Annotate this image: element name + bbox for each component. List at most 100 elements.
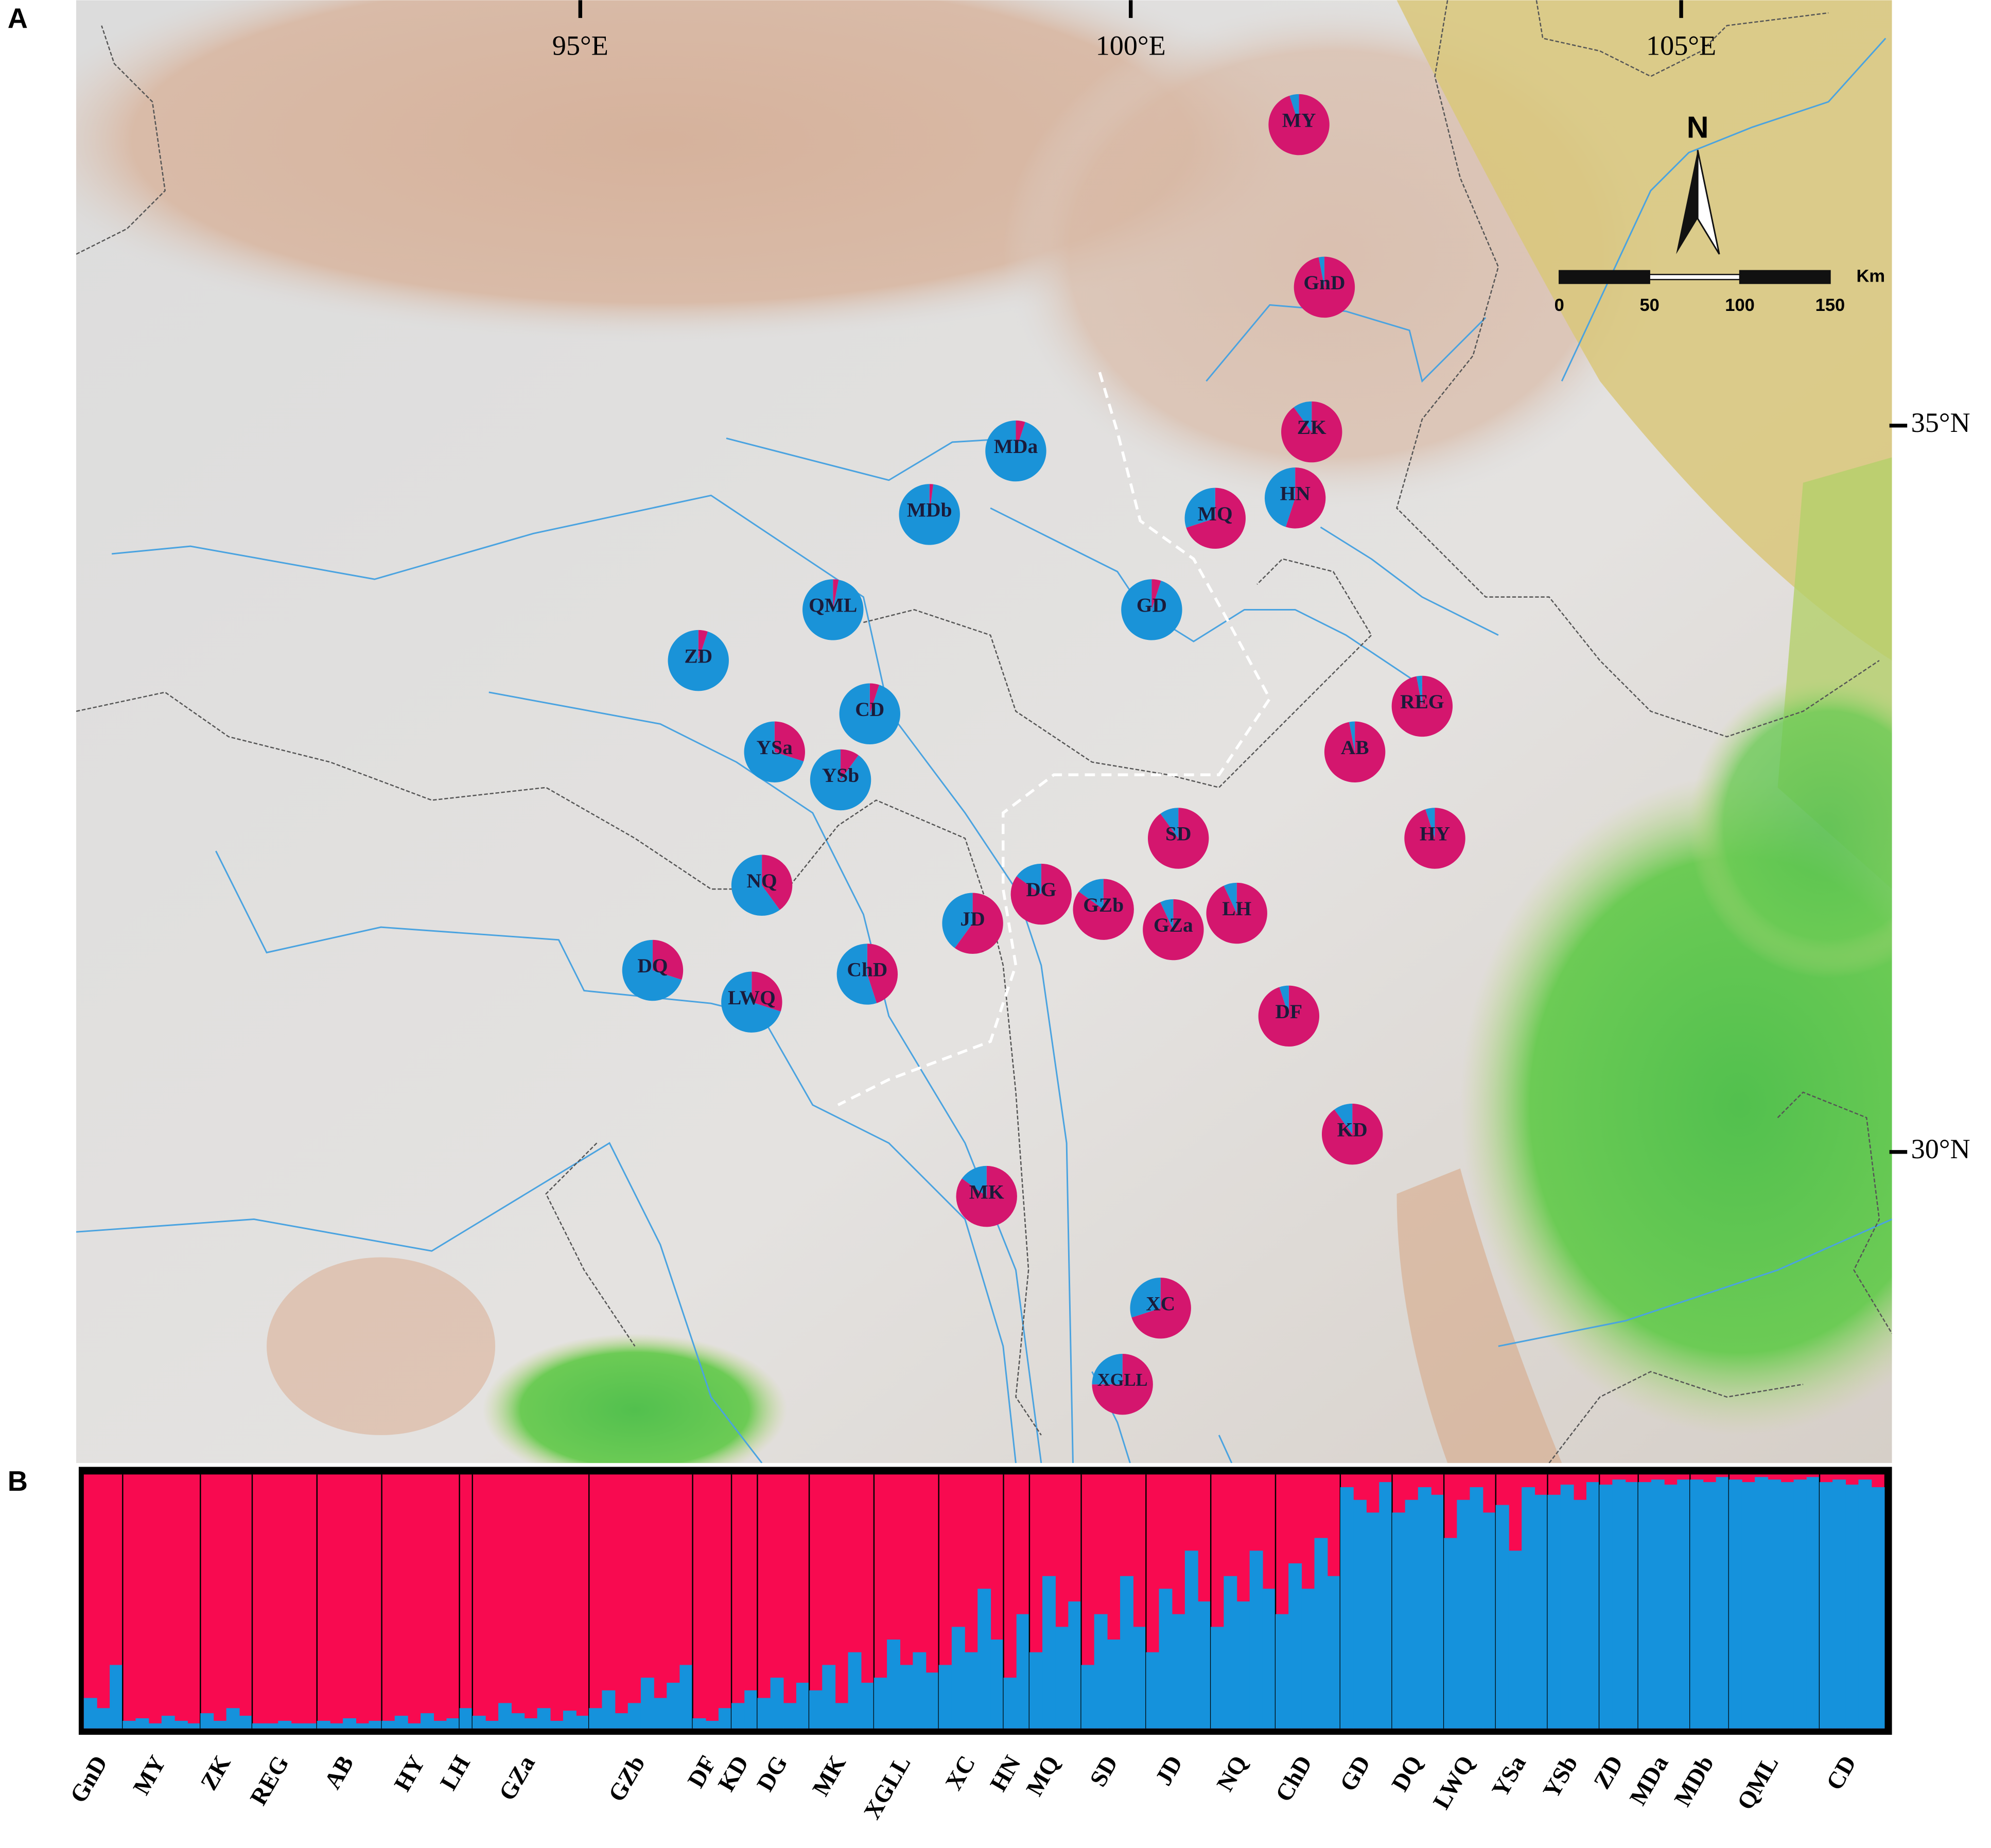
pie-slice — [1186, 487, 1246, 549]
group-label: LH — [435, 1751, 476, 1795]
pie-label: MQ — [1198, 502, 1233, 525]
ancestry-bar — [848, 1652, 862, 1729]
group-label: QML — [1732, 1751, 1784, 1815]
ancestry-bar — [1276, 1614, 1289, 1729]
ancestry-bar — [1806, 1477, 1820, 1729]
pie-label: ZD — [684, 644, 712, 667]
ancestry-bar — [1444, 1538, 1458, 1729]
pie-slice — [1206, 882, 1267, 944]
ancestry-bar — [925, 1672, 939, 1729]
pie-label: QML — [809, 594, 857, 617]
pie-slice — [956, 1165, 1017, 1227]
ancestry-bar — [421, 1713, 434, 1729]
ancestry-bar — [1301, 1589, 1315, 1729]
pie-label: XGLL — [1097, 1370, 1148, 1390]
ancestry-bar — [1055, 1627, 1069, 1729]
pie-slice — [762, 855, 793, 910]
ancestry-bar — [1508, 1550, 1522, 1729]
pie-slice — [744, 721, 804, 782]
ancestry-bar — [900, 1665, 914, 1729]
ancestry-bar — [317, 1720, 330, 1729]
ancestry-bar — [1690, 1479, 1704, 1729]
ancestry-bar — [1495, 1505, 1509, 1729]
pie-slice — [622, 939, 682, 1001]
scale-segment — [1559, 270, 1650, 284]
scale-tick-label: 100 — [1725, 295, 1755, 315]
ancestry-bar — [796, 1682, 810, 1729]
ancestry-bar — [1003, 1678, 1017, 1729]
pie-slice — [652, 939, 684, 980]
group-label: MDb — [1669, 1751, 1719, 1811]
pie-label: REG — [1400, 690, 1444, 713]
ancestry-bar — [304, 1723, 318, 1729]
pie-slice — [1258, 985, 1320, 1047]
group-label: MY — [128, 1751, 171, 1800]
ancestry-bar — [1457, 1500, 1471, 1729]
ancestry-bar — [226, 1708, 240, 1729]
pie-label: DF — [1276, 1000, 1303, 1023]
panel-label: B — [8, 1466, 28, 1497]
ancestry-bar — [1819, 1482, 1833, 1729]
ancestry-bar — [485, 1720, 499, 1729]
ancestry-bar — [913, 1652, 927, 1729]
lat-tick-label: 30°N — [1911, 1134, 1970, 1164]
pie-label: ZK — [1297, 416, 1326, 439]
ancestry-bar — [356, 1723, 370, 1729]
ancestry-bar — [537, 1708, 551, 1729]
pie-slice — [1416, 675, 1422, 706]
ancestry-bar — [1314, 1538, 1328, 1729]
pie-slice — [1092, 1354, 1123, 1385]
ancestry-bar — [329, 1723, 343, 1729]
ancestry-bar — [1780, 1482, 1794, 1729]
ancestry-bar — [1871, 1487, 1885, 1729]
group-label: LWQ — [1428, 1751, 1479, 1814]
ancestry-bar — [1405, 1500, 1419, 1729]
group-label: MQ — [1021, 1751, 1065, 1801]
pie-label: ChD — [847, 958, 887, 981]
ancestry-bar — [1832, 1479, 1846, 1729]
pie-label: MDa — [994, 435, 1038, 458]
ancestry-bar — [1184, 1550, 1198, 1729]
pie-label: HN — [1280, 482, 1311, 505]
ancestry-bar — [667, 1682, 680, 1729]
ancestry-bar — [1340, 1487, 1354, 1729]
ancestry-bar — [161, 1716, 175, 1729]
ancestry-bar — [1755, 1477, 1769, 1729]
ancestry-bar — [1042, 1576, 1056, 1729]
ancestry-bar — [524, 1718, 538, 1729]
pie-label: CD — [855, 698, 884, 721]
pie-slice — [1349, 721, 1355, 752]
ancestry-bar — [252, 1723, 266, 1729]
ancestry-bar — [291, 1723, 305, 1729]
ancestry-bar — [1677, 1479, 1691, 1729]
scale-unit: Km — [1857, 266, 1885, 286]
ancestry-bar — [1211, 1627, 1225, 1729]
pie-slice — [841, 749, 859, 780]
ancestry-bar — [1379, 1482, 1393, 1729]
pie-slice — [1160, 899, 1174, 930]
ancestry-bar — [1664, 1485, 1678, 1729]
ancestry-bar — [1741, 1482, 1755, 1729]
ancestry-bar — [861, 1682, 875, 1729]
ancestry-bar — [187, 1723, 201, 1729]
ancestry-bar — [977, 1589, 991, 1729]
ancestry-bar — [1586, 1482, 1600, 1729]
ancestry-bar — [822, 1665, 836, 1729]
ancestry-bar — [1392, 1512, 1406, 1729]
ancestry-bar — [200, 1713, 214, 1729]
group-label: ZK — [196, 1751, 236, 1794]
ancestry-bar — [1625, 1482, 1639, 1729]
ancestry-bar — [563, 1711, 577, 1729]
ancestry-bar — [123, 1720, 136, 1729]
ancestry-bar — [1728, 1479, 1742, 1729]
pie-slice — [1131, 1278, 1191, 1339]
ancestry-bar — [239, 1716, 253, 1729]
group-label: SD — [1085, 1751, 1123, 1791]
ancestry-bar — [1573, 1500, 1587, 1729]
pie-label: LWQ — [728, 986, 776, 1009]
ancestry-bar — [148, 1723, 162, 1729]
ancestry-bar — [1716, 1477, 1730, 1729]
pie-label: YSb — [822, 764, 859, 787]
ancestry-bar — [1547, 1494, 1561, 1729]
